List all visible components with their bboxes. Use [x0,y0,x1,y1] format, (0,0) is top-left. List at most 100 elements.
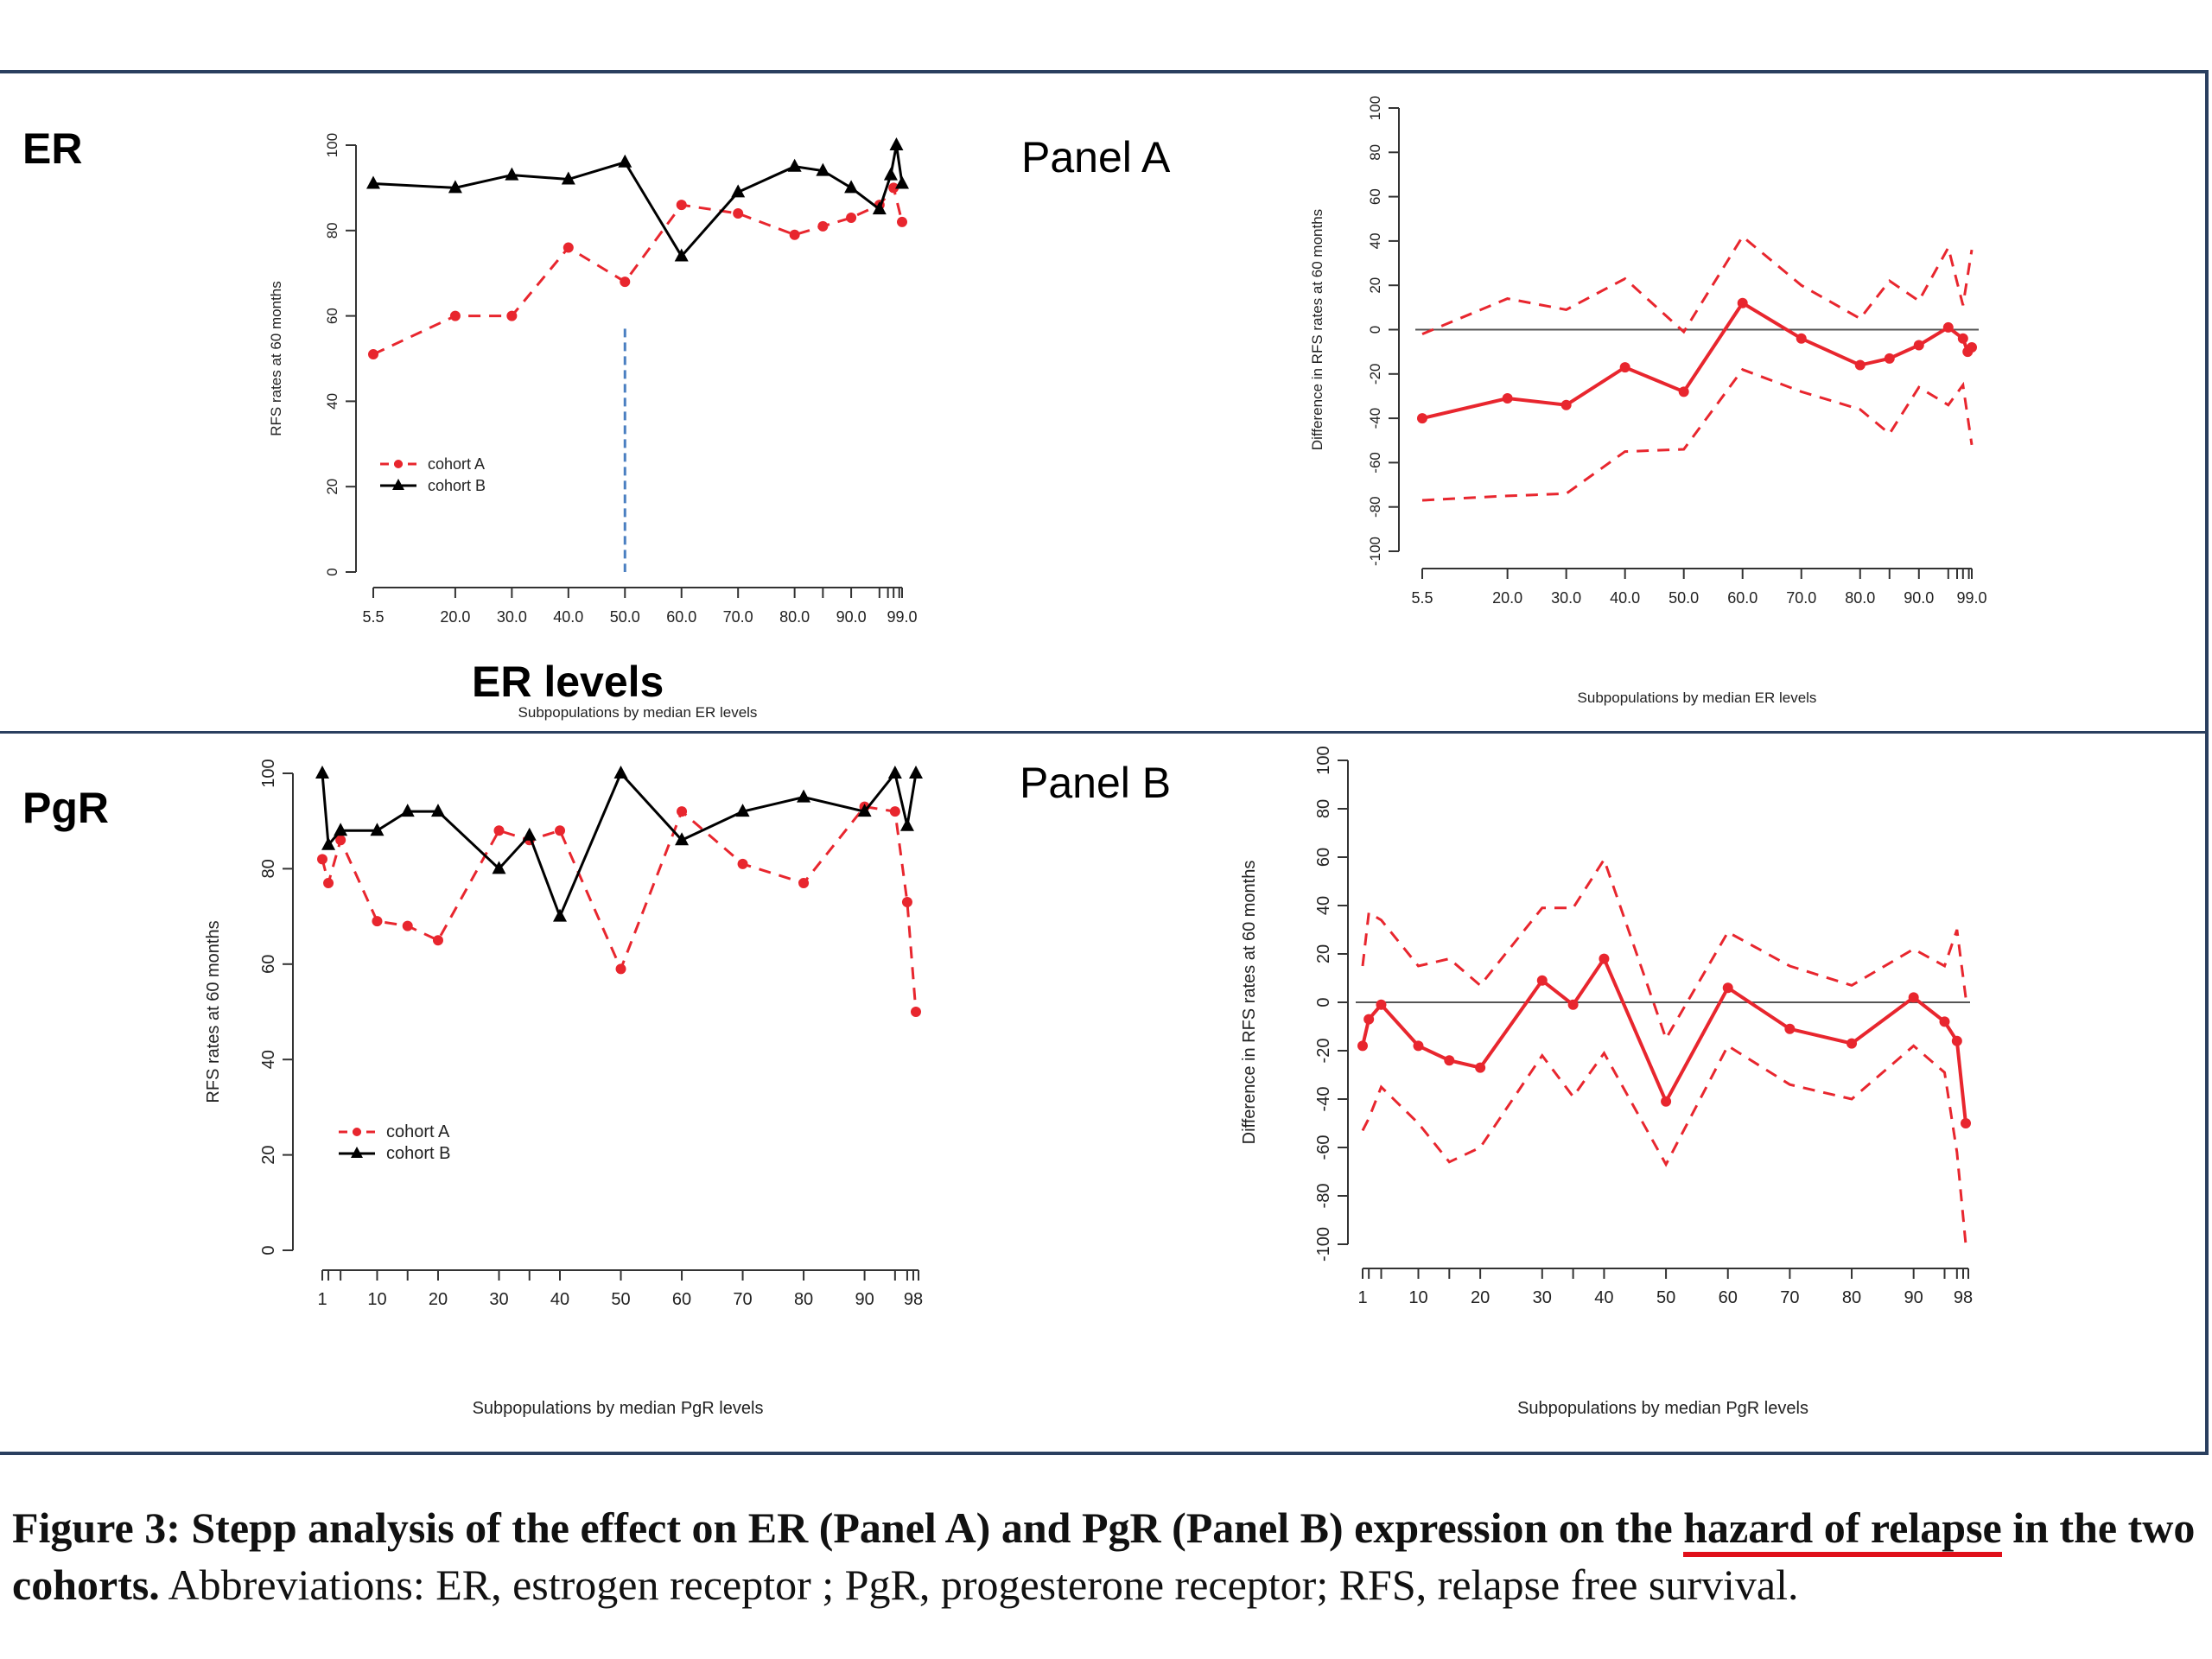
caption-bold-start: Figure 3: Stepp analysis of the effect o… [12,1503,1684,1552]
data-point [817,220,829,232]
figure-frame [0,70,2209,1455]
data-point [1967,342,1977,353]
x-tick-label: 80.0 [779,608,810,626]
legend-label: cohort B [428,477,486,494]
y-tick-label: -60 [1367,452,1383,474]
x-tick-label: 30.0 [497,608,527,626]
data-point [315,766,329,779]
cohort-a-line [321,805,918,1013]
y-tick-label: -20 [1367,364,1383,385]
y-tick-label: -100 [1367,537,1383,566]
y-tick-label: 20 [1314,944,1333,963]
x-tick-label: 70 [733,1290,752,1309]
data-point [432,935,443,946]
x-axis-title: Subpopulations by median ER levels [1578,690,1817,706]
legend-label: cohort A [428,455,485,473]
caption-highlight: hazard of relapse [1683,1503,2002,1557]
x-tick-label: 50 [1656,1288,1675,1307]
data-point [1678,386,1689,397]
data-point [317,854,327,865]
data-point [561,171,575,185]
data-point [555,825,566,836]
data-point [844,180,859,194]
data-point [448,180,462,194]
panel-divider [0,731,2209,734]
er-levels-label: ER levels [472,658,664,706]
data-point [368,349,378,360]
x-tick-label: 70.0 [1786,589,1816,607]
data-point [895,175,909,189]
y-tick-label: 0 [1367,326,1383,334]
data-point [1536,975,1548,986]
x-tick-label: 90 [1904,1288,1923,1307]
data-point [1357,1040,1368,1052]
data-point [909,766,923,779]
x-tick-label: 5.5 [362,608,384,626]
y-tick-label: -60 [1314,1135,1333,1160]
data-point [846,212,857,223]
x-axis-title: Subpopulations by median PgR levels [1517,1399,1808,1418]
data-point [1417,413,1427,424]
legend-marker [351,1147,363,1158]
data-point [1737,297,1748,308]
data-point [1502,393,1513,404]
data-point [1847,1038,1858,1049]
x-tick-label: 20 [1471,1288,1490,1307]
x-tick-label: 80 [794,1290,813,1309]
legend-marker [394,460,403,468]
x-tick-label: 10 [1408,1288,1427,1307]
y-tick-label: 100 [1314,746,1333,774]
y-tick-label: 0 [259,1245,278,1255]
data-point [735,804,750,817]
data-point [402,920,413,931]
data-point [323,877,334,888]
y-axis-title: Difference in RFS rates at 60 months [1240,861,1259,1145]
y-tick-label: 0 [1314,997,1333,1007]
data-point [492,861,506,874]
y-tick-label: 40 [1367,232,1383,249]
x-tick-label: 60 [1719,1288,1738,1307]
panel-a-label: Panel A [1021,133,1171,181]
data-point [676,200,687,211]
y-tick-label: 80 [1314,799,1333,818]
data-point [1376,999,1387,1010]
data-point [911,1007,921,1017]
er-rfs-chart: 0 20 40 60 80 100 5.5 20.0 30.0 40.0 50.0 60.0 70.0 8… [268,133,918,721]
data-point [857,804,872,817]
panel-b-label: Panel B [1020,759,1172,807]
legend-label: cohort B [386,1144,450,1163]
x-tick-label: 50 [611,1290,630,1309]
data-point [883,167,898,181]
data-point [563,242,574,253]
x-tick-label: 1 [1357,1288,1367,1307]
y-tick-label: -40 [1314,1087,1333,1112]
data-point [897,216,907,227]
data-point [787,158,802,172]
x-tick-label: 99.0 [887,608,917,626]
data-point [1444,1055,1455,1066]
x-tick-label: 20.0 [440,608,470,626]
caption-bold-end: in the two cohorts. [12,1503,2196,1609]
data-point [797,789,811,803]
y-tick-label: 40 [1314,896,1333,915]
data-point [889,137,904,150]
data-point [366,175,380,189]
y-tick-label: 80 [1367,144,1383,161]
data-point [1951,1035,1962,1046]
x-tick-label: 70.0 [723,608,753,626]
data-point [505,167,519,181]
pgr-diff-chart: -100 -80 -60 -40 -20 0 20 40 60 80 100 1 10 20 30 40 50 6… [1240,746,1973,1418]
y-tick-label: 20 [1367,277,1383,294]
data-point [1475,1062,1486,1073]
data-point [731,184,746,198]
data-point [1619,362,1630,373]
x-tick-label: 5.5 [1411,589,1433,607]
x-tick-label: 10 [367,1290,386,1309]
y-tick-label: -20 [1314,1039,1333,1064]
data-point [370,823,385,836]
y-tick-label: 40 [259,1050,278,1069]
x-tick-label: 40.0 [1610,589,1640,607]
data-point [1560,399,1572,410]
y-axis-title: Difference in RFS rates at 60 months [1309,209,1325,450]
cohort-b-line [321,770,918,920]
